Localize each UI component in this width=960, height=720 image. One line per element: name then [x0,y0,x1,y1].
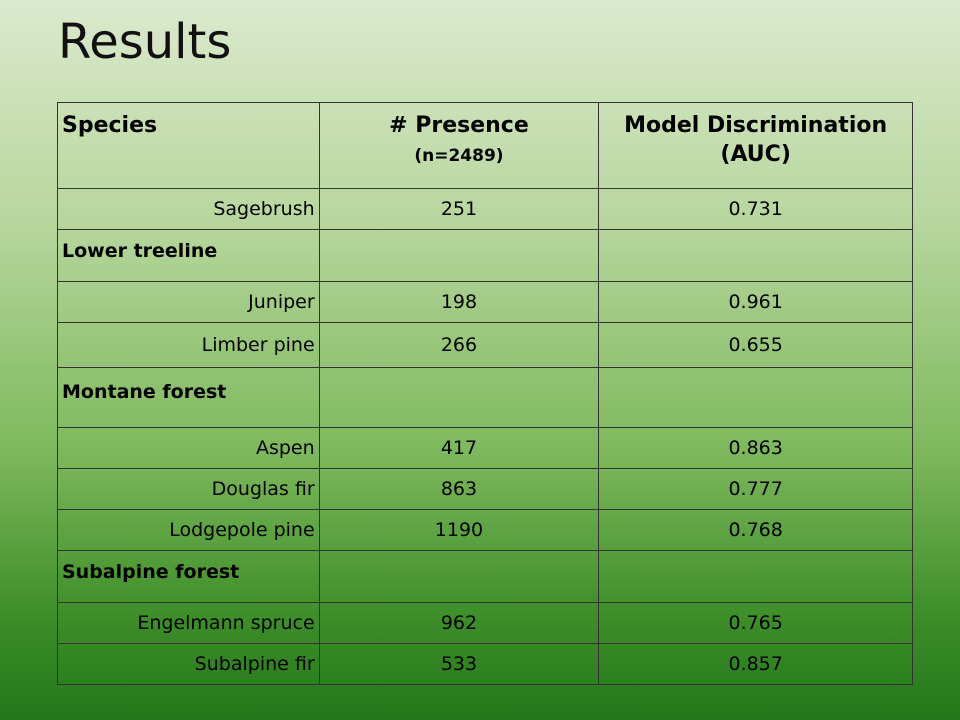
species-cell: Juniper [57,281,320,323]
auc-header-label-2: (AUC) [720,142,791,167]
group-label: Subalpine forest [57,550,320,603]
auc-cell: 0.857 [598,643,913,685]
empty-cell [598,367,913,428]
group-row: Lower treeline [57,229,913,282]
species-cell: Aspen [57,427,320,469]
table-row: Aspen 417 0.863 [57,427,913,469]
table-row: Engelmann spruce 962 0.765 [57,602,913,644]
auc-cell: 0.768 [598,509,913,551]
auc-cell: 0.655 [598,322,913,368]
results-table: Species # Presence (n=2489) Model Discri… [57,102,913,685]
empty-cell [318,229,600,282]
presence-header-label: # Presence [389,113,529,138]
presence-cell: 266 [318,322,600,368]
table-row: Juniper 198 0.961 [57,281,913,323]
group-label: Lower treeline [57,229,320,282]
table-row: Sagebrush 251 0.731 [57,188,913,230]
auc-cell: 0.731 [598,188,913,230]
auc-header-label-1: Model Discrimination [624,113,888,138]
table-row: Douglas fir 863 0.777 [57,468,913,510]
presence-cell: 863 [318,468,600,510]
presence-cell: 417 [318,427,600,469]
auc-cell: 0.777 [598,468,913,510]
empty-cell [598,550,913,603]
auc-cell: 0.863 [598,427,913,469]
table-row: Lodgepole pine 1190 0.768 [57,509,913,551]
presence-cell: 962 [318,602,600,644]
table-header-row: Species # Presence (n=2489) Model Discri… [57,102,913,189]
species-header-label: Species [62,113,158,138]
group-label: Montane forest [57,367,320,428]
presence-header: # Presence (n=2489) [318,102,600,189]
presence-cell: 533 [318,643,600,685]
table-row: Subalpine fir 533 0.857 [57,643,913,685]
auc-header: Model Discrimination (AUC) [598,102,913,189]
species-header: Species [57,102,320,189]
species-cell: Engelmann spruce [57,602,320,644]
species-cell: Lodgepole pine [57,509,320,551]
presence-cell: 1190 [318,509,600,551]
auc-cell: 0.961 [598,281,913,323]
group-row: Subalpine forest [57,550,913,603]
group-row: Montane forest [57,367,913,428]
slide-title: Results [58,14,232,70]
auc-cell: 0.765 [598,602,913,644]
empty-cell [318,550,600,603]
table-row: Limber pine 266 0.655 [57,322,913,368]
presence-cell: 198 [318,281,600,323]
species-cell: Douglas fir [57,468,320,510]
presence-cell: 251 [318,188,600,230]
empty-cell [598,229,913,282]
species-cell: Sagebrush [57,188,320,230]
species-cell: Limber pine [57,322,320,368]
species-cell: Subalpine fir [57,643,320,685]
empty-cell [318,367,600,428]
presence-header-sub: (n=2489) [414,146,504,166]
